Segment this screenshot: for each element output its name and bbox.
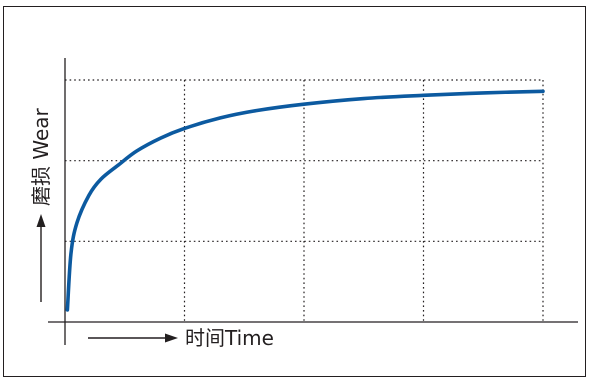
x-axis-label: 时间Time bbox=[185, 326, 274, 350]
wear-curve bbox=[65, 89, 545, 312]
figure-frame bbox=[3, 6, 586, 377]
x-axis-arrow-head bbox=[165, 333, 178, 343]
y-axis-label: 磨损 Wear bbox=[29, 107, 53, 206]
y-axis-arrow-head bbox=[36, 214, 46, 227]
grid-layer bbox=[65, 79, 544, 322]
